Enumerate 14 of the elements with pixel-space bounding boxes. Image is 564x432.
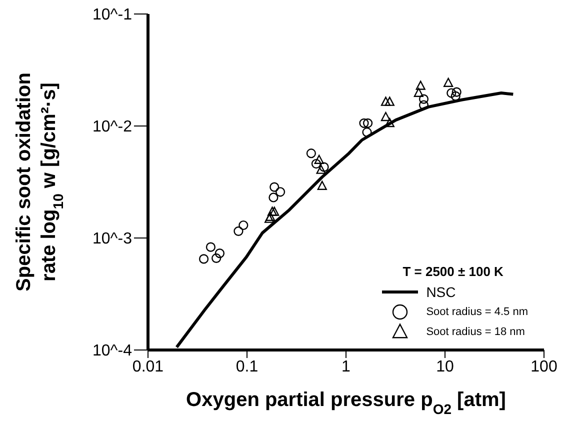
x-tick-label: 1 [342, 358, 351, 376]
y-tick-label: 10^-4 [92, 342, 132, 360]
x-tick-label: 10 [436, 358, 454, 376]
y-tick-label: 10^-3 [92, 230, 132, 248]
x-axis-title: Oxygen partial pressure p$_{O2}$ [atm] [186, 389, 506, 417]
x-tick-label: 100 [530, 358, 558, 376]
y-tick-label: 10^-1 [92, 6, 132, 24]
legend-label: NSC [426, 284, 456, 300]
y-tick-label: 10^-2 [92, 118, 132, 136]
legend-label: Soot radius = 18 nm [426, 326, 525, 338]
legend-label: Soot radius = 4.5 nm [426, 306, 528, 318]
legend-title: T = 2500 ± 100 K [402, 264, 504, 279]
x-tick-label: 0.1 [236, 358, 258, 376]
x-tick-label: 0.01 [132, 358, 164, 376]
